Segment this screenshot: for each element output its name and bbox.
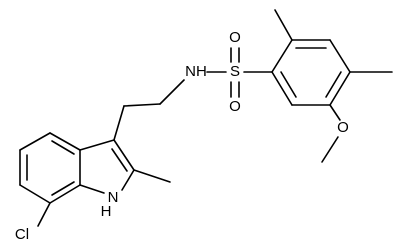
atom-label: S bbox=[230, 63, 240, 80]
bonds bbox=[19, 9, 393, 227]
atom-label: O bbox=[229, 98, 241, 115]
atom-label: H bbox=[101, 203, 112, 220]
atom-label: N bbox=[108, 189, 119, 206]
atom-labels: NH S O O O Cl N H bbox=[15, 29, 349, 243]
atom-label: O bbox=[337, 119, 349, 136]
atom-label: NH bbox=[185, 63, 207, 80]
atom-label: O bbox=[229, 29, 241, 46]
atom-label: Cl bbox=[15, 226, 29, 243]
